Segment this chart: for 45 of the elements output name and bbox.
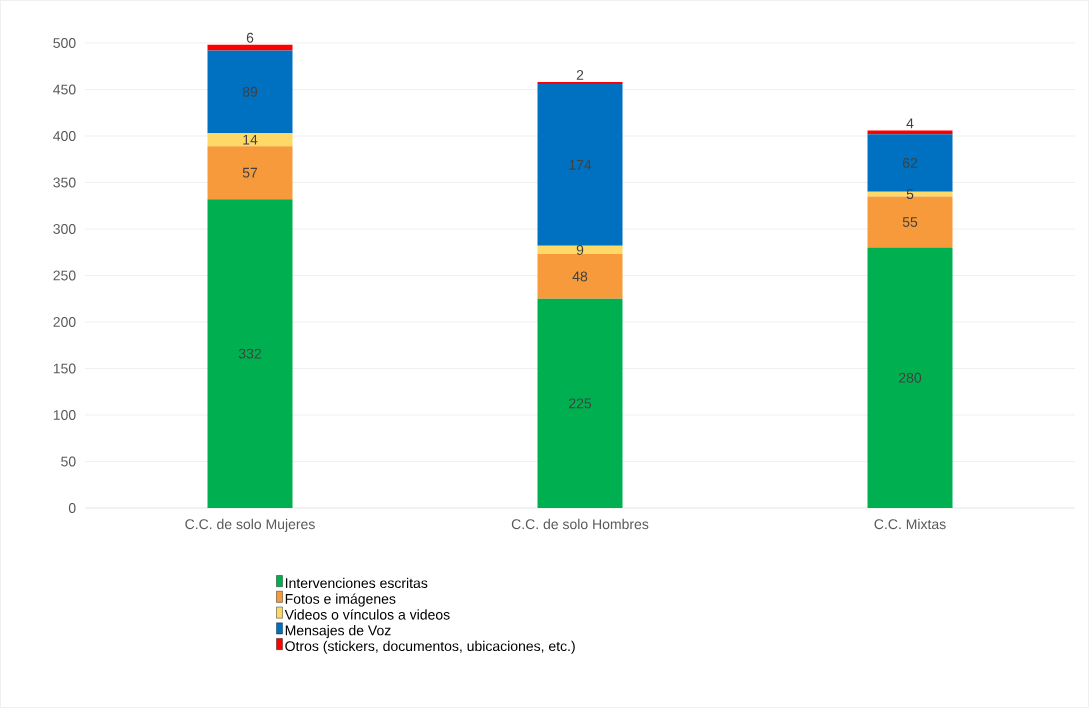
data-label: 225 (569, 398, 592, 409)
legend-label: Intervenciones escritas (285, 577, 428, 589)
y-tick-label: 400 (53, 131, 76, 141)
bar (207, 44, 293, 51)
data-label: 5 (906, 189, 914, 200)
data-label: 55 (902, 217, 918, 227)
data-label: 14 (243, 134, 258, 145)
bar (207, 50, 293, 134)
y-tick-label: 450 (53, 84, 76, 95)
x-tick-label: C.C. Mixtas (874, 518, 946, 530)
bar (537, 245, 623, 255)
y-tick-label: 350 (53, 177, 76, 188)
x-tick-label: C.C. de solo Hombres (511, 518, 649, 530)
legend-label: Videos o vínculos a videos (284, 609, 450, 620)
y-tick-label: 100 (53, 410, 76, 420)
y-tick-label: 500 (53, 38, 76, 48)
data-label: 174 (569, 160, 592, 170)
bar (867, 130, 953, 135)
bar (537, 298, 623, 508)
legend-label: Mensajes de Voz (285, 625, 391, 639)
x-tick-label: C.C. de solo Mujeres (185, 518, 315, 532)
data-label: 89 (242, 86, 258, 97)
y-tick-label: 300 (53, 224, 76, 234)
y-tick-label: 150 (53, 363, 76, 374)
bar (867, 247, 953, 508)
data-label: 62 (902, 158, 918, 168)
data-label: 9 (576, 244, 584, 255)
y-tick-label: 50 (61, 456, 76, 467)
data-label: 2 (576, 70, 584, 80)
y-tick-label: 200 (53, 317, 76, 327)
data-label: 57 (242, 167, 258, 178)
y-tick-label: 0 (68, 503, 76, 513)
bar (207, 199, 293, 508)
bar (537, 254, 623, 299)
data-label: 4 (906, 118, 914, 129)
data-label: 280 (899, 372, 922, 383)
legend-label: Otros (stickers, documentos, ubicaciones, etc.) (285, 640, 575, 654)
bar (537, 83, 623, 246)
data-label: 48 (572, 271, 588, 282)
data-label: 332 (238, 348, 261, 359)
bar (207, 146, 293, 200)
data-label: 6 (246, 32, 254, 43)
bar (207, 133, 293, 147)
y-tick-label: 250 (53, 270, 76, 281)
legend-label: Fotos e imágenes (285, 593, 396, 607)
